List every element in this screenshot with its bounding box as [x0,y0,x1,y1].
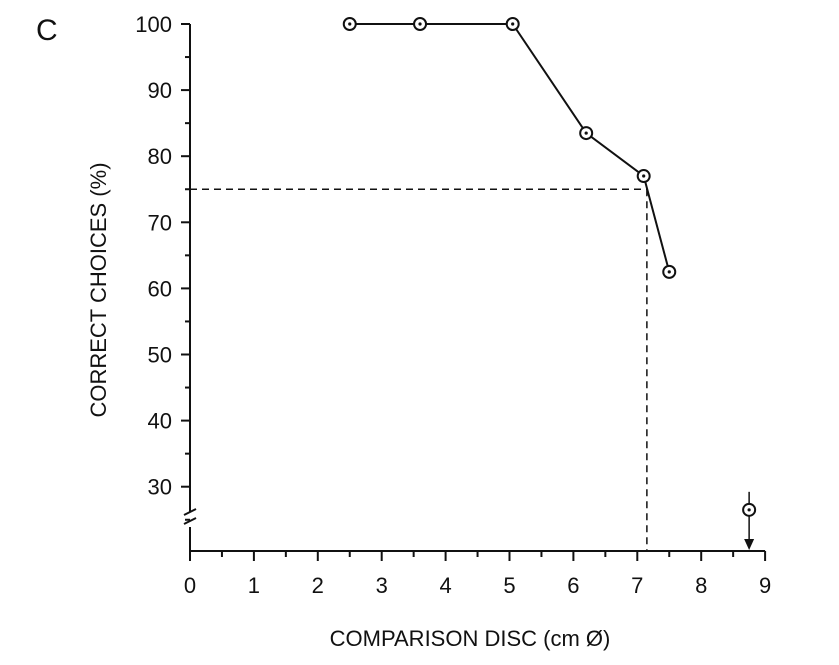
data-point-center [642,174,646,178]
y-tick-label: 50 [148,343,172,368]
y-axis-break-mark [183,508,197,516]
series-line [349,23,671,273]
data-point-center [348,22,352,26]
x-tick-label: 8 [695,573,707,598]
panel-label: C [36,14,58,47]
x-tick-label: 4 [439,573,451,598]
x-tick-label: 9 [759,573,771,598]
arrow-head [744,539,755,550]
data-point-center [584,131,588,135]
x-tick-label: 7 [631,573,643,598]
x-tick-label: 0 [184,573,196,598]
y-tick-label: 80 [148,144,172,169]
data-point-center [511,22,515,26]
isolated-data-point-center [747,508,751,512]
y-axis-break-mark [183,517,197,525]
y-tick-label: 60 [148,276,172,301]
data-point-center [667,270,671,274]
x-tick-label: 5 [503,573,515,598]
x-axis-title: COMPARISON DISC (cm Ø) [330,626,611,651]
x-tick-label: 1 [248,573,260,598]
y-tick-label: 70 [148,210,172,235]
plot-area: 30 40 50 60 70 80 90 100 0 1 2 3 4 5 6 7 8 9 [135,12,771,598]
x-tick-label: 6 [567,573,579,598]
y-tick-label: 30 [148,475,172,500]
data-point-center [418,22,422,26]
y-axis-title: CORRECT CHOICES (%) [86,162,111,417]
y-tick-label: 40 [148,409,172,434]
x-tick-label: 2 [312,573,324,598]
x-tick-label: 3 [376,573,388,598]
y-tick-label: 100 [135,12,172,37]
y-tick-label: 90 [148,78,172,103]
